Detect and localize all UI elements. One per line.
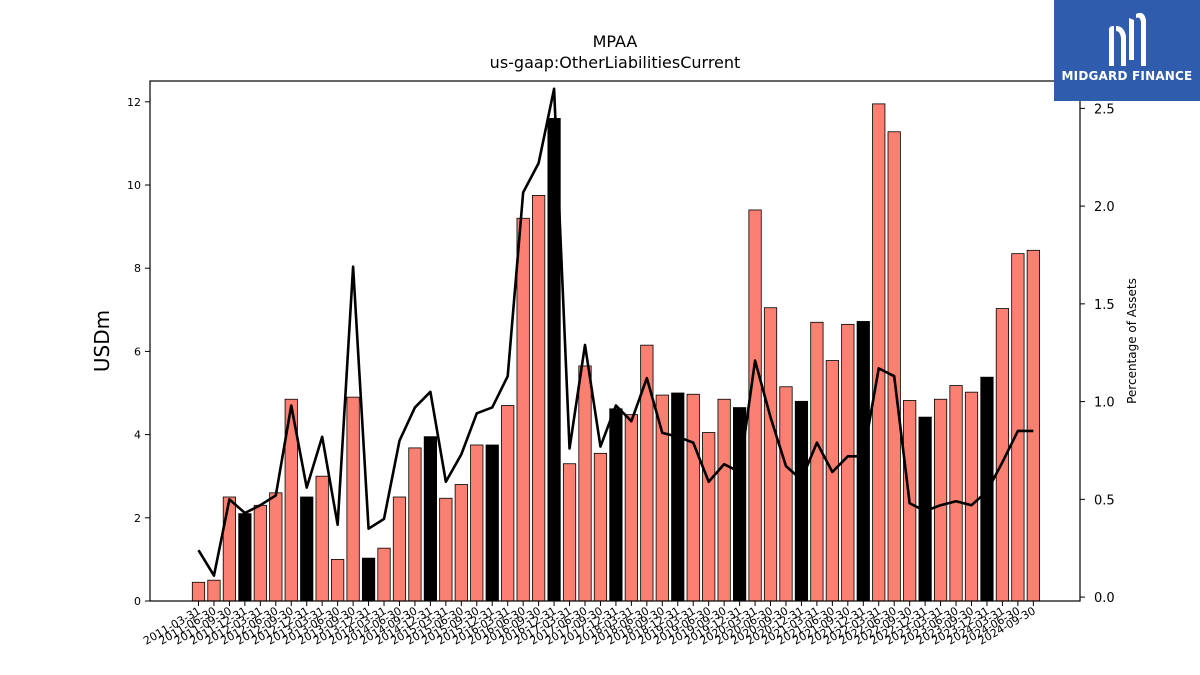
logo-mark-icon xyxy=(1109,12,1146,66)
bar xyxy=(516,217,530,602)
bar xyxy=(238,513,252,602)
y-tick-label: 8 xyxy=(134,262,141,275)
bar xyxy=(300,496,314,602)
bar xyxy=(578,365,592,602)
bar xyxy=(454,484,468,602)
y2-tick-label: 1.0 xyxy=(1094,396,1115,411)
bar xyxy=(933,398,948,602)
bar xyxy=(856,321,870,602)
bar xyxy=(331,559,345,602)
bar xyxy=(763,307,778,602)
bar xyxy=(269,492,283,602)
y2-axis-label: Percentage of Assets xyxy=(1125,278,1139,404)
bar xyxy=(686,393,700,602)
bar xyxy=(501,405,515,602)
y2-tick-label: 0.0 xyxy=(1094,591,1115,606)
bar xyxy=(640,344,654,602)
bar xyxy=(702,432,716,602)
bar xyxy=(949,385,963,602)
y-tick-label: 0 xyxy=(134,595,141,608)
bar xyxy=(423,436,438,602)
bar xyxy=(810,321,824,602)
bar xyxy=(253,504,267,602)
y-axis-label: USDm xyxy=(90,310,114,372)
pct-of-assets-line xyxy=(197,87,1034,577)
bar xyxy=(315,475,329,602)
bar xyxy=(392,496,407,602)
bar xyxy=(562,463,577,602)
bar xyxy=(717,398,731,602)
bar xyxy=(794,400,809,602)
bar xyxy=(887,131,901,602)
bar xyxy=(624,414,638,602)
y-tick-label: 2 xyxy=(134,512,141,525)
bar xyxy=(532,194,546,602)
bar xyxy=(1011,253,1025,602)
bar xyxy=(222,496,237,602)
bar xyxy=(408,447,422,602)
bar xyxy=(485,444,499,602)
bar xyxy=(825,360,839,602)
bar xyxy=(609,408,623,602)
bar xyxy=(361,557,376,602)
y2-tick-label: 2.5 xyxy=(1094,102,1115,117)
bar xyxy=(377,547,391,602)
bar xyxy=(655,394,669,602)
y2-tick-label: 0.5 xyxy=(1094,493,1115,508)
chart-title: MPAA xyxy=(592,32,638,51)
bar xyxy=(872,103,886,602)
y-tick-label: 4 xyxy=(134,429,141,442)
bar xyxy=(841,323,855,602)
bar xyxy=(191,581,206,602)
bar xyxy=(964,391,979,602)
bar xyxy=(748,209,762,602)
plot-frame xyxy=(149,80,1081,602)
bar xyxy=(671,392,685,602)
bar xyxy=(779,386,793,602)
bar xyxy=(1026,249,1040,602)
chart-subtitle: us-gaap:OtherLiabilitiesCurrent xyxy=(489,53,741,72)
bar xyxy=(593,452,608,602)
bar xyxy=(439,497,453,602)
bar xyxy=(346,396,360,602)
y-tick-label: 10 xyxy=(127,179,141,192)
bar xyxy=(207,579,221,602)
y2-tick-label: 1.5 xyxy=(1094,298,1115,313)
logo-text: MIDGARD FINANCE xyxy=(1061,69,1193,83)
y-tick-label: 6 xyxy=(134,345,141,358)
bar xyxy=(470,444,484,602)
midgard-finance-logo: MIDGARD FINANCE xyxy=(1054,0,1200,101)
y2-tick-label: 2.0 xyxy=(1094,200,1115,215)
y-tick-label: 12 xyxy=(127,96,141,109)
